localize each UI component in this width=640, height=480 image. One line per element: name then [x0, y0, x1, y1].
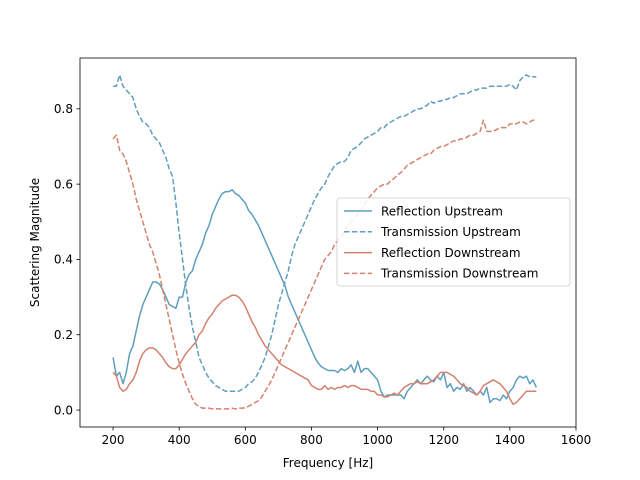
legend-label-1: Reflection Upstream [381, 204, 503, 218]
y-tick-label: 0.4 [54, 253, 73, 267]
legend-label-3: Reflection Downstream [381, 246, 521, 260]
series-line-3 [112, 294, 537, 406]
legend: Reflection Upstream Transmission Upstream… [336, 197, 571, 287]
plot-lines [112, 74, 538, 410]
series-line-1 [112, 189, 538, 404]
x-tick-label: 1600 [561, 433, 592, 447]
y-tick-label: 0.8 [54, 102, 73, 116]
x-tick-label: 600 [234, 433, 257, 447]
x-tick-label: 200 [102, 433, 125, 447]
y-tick-label: 0.2 [54, 328, 73, 342]
y-tick-label: 0.6 [54, 177, 73, 191]
y-tick-label: 0.0 [54, 403, 73, 417]
x-tick-label: 1400 [495, 433, 526, 447]
x-axis-label: Frequency [Hz] [283, 456, 374, 470]
series-line-2 [113, 74, 537, 392]
legend-box [336, 197, 571, 287]
legend-label-4: Transmission Downstream [380, 267, 538, 281]
y-axis-label: Scattering Magnitude [28, 178, 42, 307]
x-tick-label: 800 [300, 433, 323, 447]
series-line-4 [112, 119, 537, 410]
y-axis-ticks: 0.0 0.2 0.4 0.6 0.8 [54, 102, 80, 417]
x-tick-label: 400 [168, 433, 191, 447]
plot-frame [79, 57, 577, 428]
x-axis-ticks: 200 400 600 800 1000 1200 1400 1600 [102, 427, 592, 447]
x-tick-label: 1200 [428, 433, 459, 447]
x-tick-label: 1000 [362, 433, 393, 447]
legend-label-2: Transmission Upstream [380, 225, 521, 239]
